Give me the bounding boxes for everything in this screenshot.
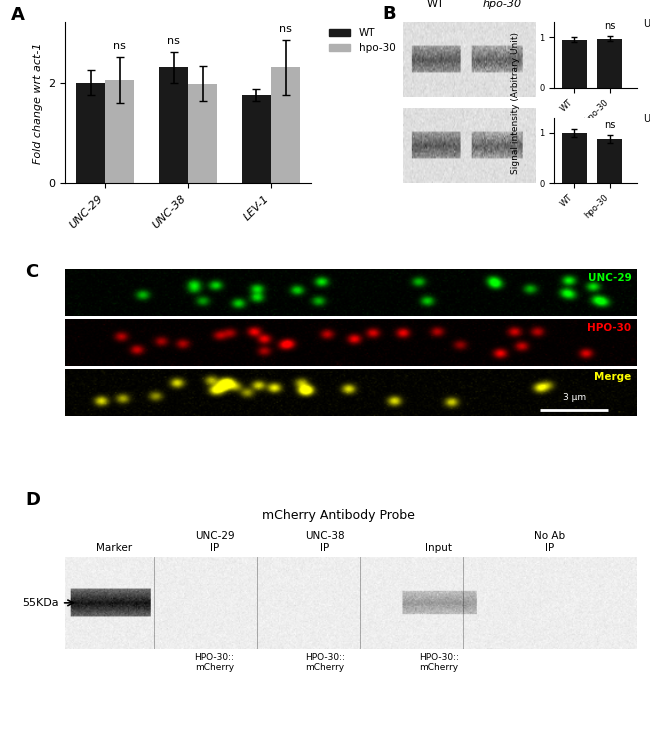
Text: No Ab
IP: No Ab IP [534,531,565,553]
Text: 3 μm: 3 μm [562,392,586,402]
Text: 55KDa: 55KDa [22,598,58,608]
Bar [76,82,105,183]
Text: C: C [25,263,38,281]
Bar [105,80,134,183]
Text: HPO-30: HPO-30 [587,322,631,333]
Bar [562,40,587,88]
Text: Signal intensity (Arbitrary Unit): Signal intensity (Arbitrary Unit) [511,32,520,174]
Text: Merge: Merge [594,372,631,383]
Text: ns: ns [167,36,180,46]
Text: mCherry Antibody Probe: mCherry Antibody Probe [261,509,415,522]
Text: ns: ns [604,120,616,130]
Text: HPO-30::
mCherry: HPO-30:: mCherry [305,653,345,672]
Text: ns: ns [113,41,126,52]
Bar [271,68,300,183]
Text: Marker: Marker [96,542,132,553]
Text: UNC-29
IP: UNC-29 IP [195,531,234,553]
Text: WT: WT [427,0,445,9]
Text: UNC-29 Ab: UNC-29 Ab [644,19,650,29]
Text: UNC-38 Ab: UNC-38 Ab [644,114,650,124]
Y-axis label: Fold change wrt act-1: Fold change wrt act-1 [32,42,43,163]
Bar [188,84,217,183]
Text: Input: Input [425,542,452,553]
Text: B: B [383,5,396,24]
Bar [597,39,623,88]
Text: A: A [11,6,25,24]
Text: UNC-29: UNC-29 [588,273,631,283]
Bar [159,68,188,183]
Bar [562,132,587,183]
Text: HPO-30::
mCherry: HPO-30:: mCherry [194,653,235,672]
Text: HPO-30::
mCherry: HPO-30:: mCherry [419,653,459,672]
Text: ns: ns [279,24,292,34]
Bar [597,139,623,183]
Bar [242,95,271,183]
Text: UNC-38
IP: UNC-38 IP [306,531,345,553]
Text: hpo-30: hpo-30 [482,0,521,9]
Text: ns: ns [604,21,616,31]
Legend: WT, hpo-30: WT, hpo-30 [325,24,400,57]
Text: D: D [25,491,40,509]
